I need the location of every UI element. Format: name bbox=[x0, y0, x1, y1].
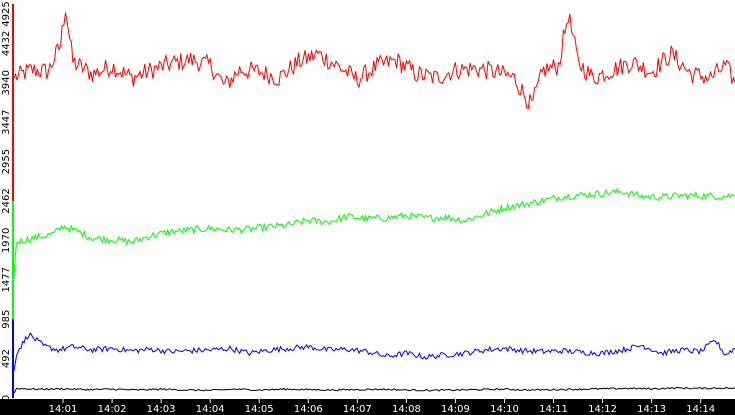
x-tick-label: 14:09 bbox=[441, 404, 470, 415]
x-tick-label: 14:10 bbox=[490, 404, 519, 415]
x-tick-label: 14:14 bbox=[686, 404, 715, 415]
x-tick-label: 14:03 bbox=[147, 404, 176, 415]
y-axis-segment bbox=[12, 358, 14, 398]
y-tick-label: 2462 bbox=[1, 188, 12, 213]
x-tick-labels: 14:01 14:02 14:03 14:04 14:05 14:06 14:07 14:08… bbox=[49, 399, 715, 415]
y-tick-label: 0 bbox=[1, 395, 12, 401]
series-line-0 bbox=[13, 12, 735, 110]
x-tick-label: 14:05 bbox=[245, 404, 274, 415]
y-tick-label: 3447 bbox=[1, 109, 12, 134]
y-tick-label: 4432 bbox=[1, 31, 12, 56]
x-tick-label: 14:12 bbox=[588, 404, 617, 415]
x-tick-label: 14:02 bbox=[98, 404, 127, 415]
y-axis-segment bbox=[12, 161, 14, 202]
series-line-3 bbox=[13, 386, 735, 394]
x-tick-label: 14:11 bbox=[539, 404, 568, 415]
series-line-2 bbox=[13, 332, 735, 371]
series-line-1 bbox=[13, 187, 735, 277]
x-tick-label: 14:13 bbox=[637, 404, 666, 415]
x-tick-label: 14:04 bbox=[196, 404, 225, 415]
y-tick-label: 492 bbox=[1, 349, 12, 368]
series-layer bbox=[13, 12, 735, 394]
y-tick-label: 1970 bbox=[1, 228, 12, 253]
x-tick-label: 14:06 bbox=[294, 404, 323, 415]
y-axis-segment bbox=[12, 82, 14, 123]
y-axis-segment bbox=[12, 43, 14, 83]
x-tick-label: 14:08 bbox=[392, 404, 421, 415]
y-axis-segment bbox=[12, 122, 14, 162]
y-axis-segment bbox=[12, 319, 14, 359]
y-tick-label: 3940 bbox=[1, 70, 12, 95]
y-tick-label: 1477 bbox=[1, 267, 12, 292]
x-tick-label: 14:01 bbox=[49, 404, 78, 415]
y-axis-strip bbox=[12, 4, 14, 398]
x-tick-label: 14:07 bbox=[343, 404, 372, 415]
y-tick-label: 2955 bbox=[1, 149, 12, 174]
y-tick-labels: 0 492 985 1477 1970 2462 2955 3447 3940 4432 4925 bbox=[1, 1, 12, 401]
y-axis-segment bbox=[12, 279, 14, 320]
y-axis-segment bbox=[12, 201, 14, 241]
x-axis-bar bbox=[0, 399, 735, 415]
y-axis-segment bbox=[12, 240, 14, 280]
y-tick-label: 985 bbox=[1, 310, 12, 329]
y-tick-label: 4925 bbox=[1, 1, 12, 26]
y-axis-segment bbox=[12, 4, 14, 44]
